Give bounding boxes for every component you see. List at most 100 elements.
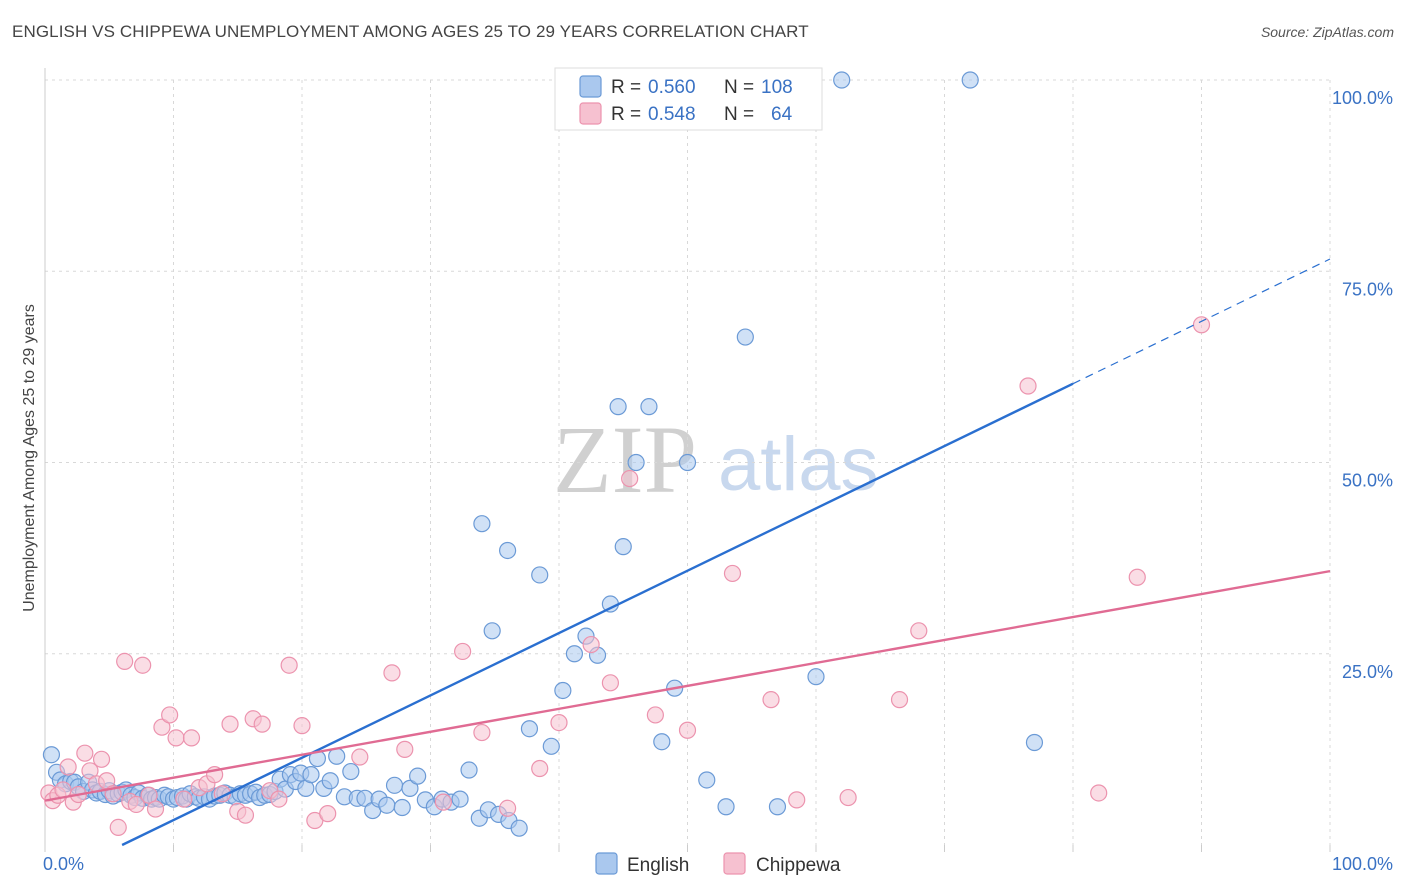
chippewa-point-37 xyxy=(293,717,311,735)
english-point-59 xyxy=(321,772,339,790)
legend-english-swatch xyxy=(579,75,602,98)
english-point-94 xyxy=(653,733,671,751)
chippewa-point-53 xyxy=(678,721,697,739)
legend-chippewa-swatch xyxy=(579,102,602,125)
chippewa-point-29 xyxy=(221,715,239,733)
bottom-legend-english-label: English xyxy=(627,855,689,876)
english-point-85 xyxy=(542,737,560,755)
english-point-83 xyxy=(520,720,539,738)
chippewa-point-63 xyxy=(1192,316,1211,334)
chippewa-point-55 xyxy=(762,691,780,709)
english-point-69 xyxy=(393,798,411,817)
watermark-atlas: atlas xyxy=(718,422,879,507)
english-point-101 xyxy=(807,668,825,686)
chippewa-point-48 xyxy=(550,713,568,732)
chippewa-point-61 xyxy=(1090,784,1108,802)
chippewa-point-58 xyxy=(890,691,909,709)
english-point-99 xyxy=(736,328,754,346)
chippewa-point-20 xyxy=(153,718,171,736)
chippewa-point-22 xyxy=(167,729,185,747)
chippewa-point-40 xyxy=(351,748,369,766)
english-point-62 xyxy=(342,762,360,781)
chippewa-point-24 xyxy=(182,729,201,747)
legend-chippewa-n-label: N = xyxy=(724,104,754,125)
english-trend-extension xyxy=(1072,258,1331,385)
chippewa-point-46 xyxy=(499,799,517,817)
chippewa-point-54 xyxy=(723,564,742,583)
chippewa-point-47 xyxy=(531,759,549,778)
chippewa-point-44 xyxy=(454,642,472,661)
english-point-0 xyxy=(42,746,61,764)
english-point-104 xyxy=(473,515,491,533)
chippewa-point-59 xyxy=(910,622,928,640)
english-point-76 xyxy=(451,790,469,808)
english-point-56 xyxy=(302,766,320,784)
english-point-70 xyxy=(401,779,419,797)
series-legend: English Chippewa xyxy=(595,852,841,876)
chippewa-point-4 xyxy=(59,758,77,776)
bottom-legend-chippewa-label: Chippewa xyxy=(756,855,841,876)
english-point-96 xyxy=(678,453,697,472)
axes: 25.0% 50.0% 75.0% 100.0% 0.0% 100.0% xyxy=(43,68,1393,874)
english-points xyxy=(42,71,1044,837)
english-trend-line xyxy=(121,382,1074,847)
chippewa-point-51 xyxy=(621,469,639,488)
chippewa-point-18 xyxy=(140,786,158,804)
trend-lines xyxy=(44,258,1331,847)
chippewa-point-14 xyxy=(116,652,134,671)
legend-chippewa-r-value: 0.548 xyxy=(648,104,696,125)
english-point-108 xyxy=(833,71,851,89)
english-point-77 xyxy=(460,761,478,779)
correlation-legend: R = 0.560 N = 108 R = 0.548 N = 64 xyxy=(554,67,823,131)
english-point-97 xyxy=(698,771,716,789)
english-point-86 xyxy=(554,681,572,700)
english-point-91 xyxy=(614,538,632,556)
english-point-105 xyxy=(609,398,627,416)
chippewa-trend-line xyxy=(44,569,1331,802)
legend-english-n-label: N = xyxy=(724,77,754,98)
english-point-107 xyxy=(961,71,979,89)
y-tick-label-50: 50.0% xyxy=(1342,471,1393,491)
chippewa-point-60 xyxy=(1019,377,1037,395)
bottom-legend-chippewa-swatch xyxy=(723,852,746,875)
chippewa-point-41 xyxy=(383,664,401,682)
english-point-106 xyxy=(1025,733,1044,752)
watermark-zip: ZIP xyxy=(553,406,697,513)
chippewa-point-19 xyxy=(146,800,165,818)
english-point-68 xyxy=(385,776,404,794)
chippewa-points xyxy=(40,316,1211,837)
chippewa-point-33 xyxy=(253,715,271,733)
chippewa-point-49 xyxy=(582,635,600,654)
chippewa-point-62 xyxy=(1128,568,1146,586)
y-tick-label-25: 25.0% xyxy=(1342,662,1393,682)
x-tick-label-min: 0.0% xyxy=(43,854,84,874)
chippewa-point-57 xyxy=(839,788,857,807)
legend-english-n-value: 108 xyxy=(761,77,793,98)
chippewa-point-45 xyxy=(473,723,491,742)
english-point-92 xyxy=(627,453,645,472)
chippewa-point-39 xyxy=(319,805,337,823)
y-axis-label: Unemployment Among Ages 25 to 29 years xyxy=(21,304,38,612)
chippewa-point-36 xyxy=(280,656,298,674)
chippewa-point-7 xyxy=(76,744,94,762)
english-point-93 xyxy=(640,398,658,416)
source-label: Source: ZipAtlas.com xyxy=(1260,24,1394,40)
chippewa-point-16 xyxy=(127,795,145,814)
english-point-98 xyxy=(717,798,735,816)
english-point-102 xyxy=(483,622,501,640)
chippewa-point-21 xyxy=(161,706,179,724)
chippewa-point-31 xyxy=(236,806,255,824)
chippewa-point-17 xyxy=(134,656,152,674)
chippewa-point-23 xyxy=(175,790,193,808)
english-point-84 xyxy=(531,566,549,584)
english-point-87 xyxy=(565,645,584,663)
chippewa-point-50 xyxy=(601,674,620,692)
english-point-67 xyxy=(378,796,396,814)
english-point-100 xyxy=(768,798,787,816)
y-tick-label-75: 75.0% xyxy=(1342,279,1393,299)
chippewa-point-43 xyxy=(434,793,452,811)
y-tick-label-100: 100.0% xyxy=(1332,88,1393,108)
chart-title: ENGLISH VS CHIPPEWA UNEMPLOYMENT AMONG A… xyxy=(12,22,809,41)
english-point-103 xyxy=(499,541,517,560)
